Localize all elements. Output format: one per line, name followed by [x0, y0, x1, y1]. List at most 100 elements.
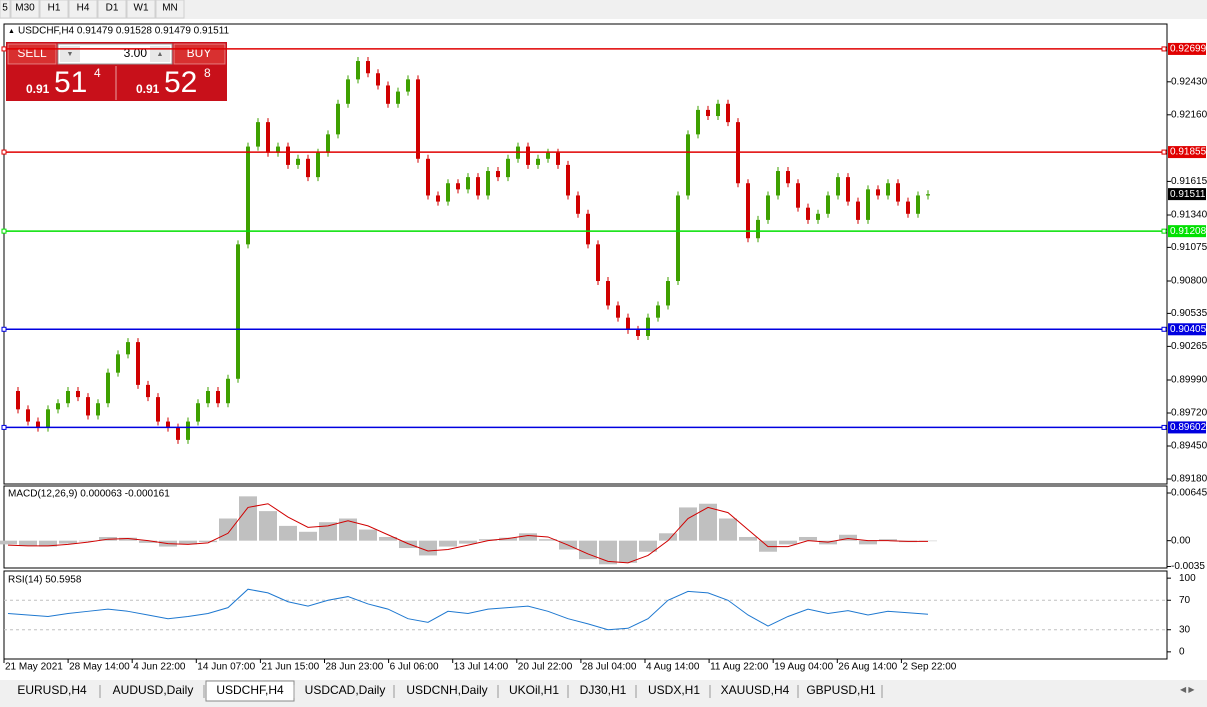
tab[interactable]: [500, 683, 568, 699]
bid-big[interactable]: 51: [54, 66, 87, 99]
tab[interactable]: [570, 683, 636, 699]
up-arrow[interactable]: ▲: [157, 51, 164, 58]
candle-body: [296, 158, 300, 165]
ask-big[interactable]: 52: [164, 66, 197, 99]
macd-label: MACD(12,26,9) 0.000063 -0.000161: [8, 489, 170, 500]
tab-label[interactable]: DJ30,H1: [580, 683, 627, 697]
timeframe-label[interactable]: M30: [15, 3, 35, 14]
tab[interactable]: [638, 683, 710, 699]
x-tick-label: 2 Sep 22:00: [902, 662, 956, 673]
timeframe-button[interactable]: [155, 0, 185, 19]
candle-body: [666, 281, 670, 306]
bid-prefix[interactable]: 0.91: [26, 82, 50, 96]
macd-bar: [739, 536, 757, 541]
candle-body: [236, 244, 240, 379]
level-handle[interactable]: [1161, 46, 1167, 52]
candle-body: [616, 305, 620, 318]
candle-body: [276, 146, 280, 153]
tab-label[interactable]: GBPUSD,H1: [806, 683, 876, 697]
level-handle[interactable]: [1, 228, 7, 234]
level-handle[interactable]: [1, 424, 7, 430]
tab-label[interactable]: USDCAD,Daily: [305, 683, 386, 697]
tab-label[interactable]: AUDUSD,Daily: [113, 683, 194, 697]
timeframe-button[interactable]: [39, 0, 69, 19]
y-tick-label: 0.90265: [1171, 341, 1207, 352]
timeframe-button[interactable]: [126, 0, 156, 19]
candle-body: [656, 305, 660, 318]
level-handle[interactable]: [1161, 424, 1167, 430]
rsi-tick-label: 100: [1179, 573, 1196, 584]
timeframe-button[interactable]: [68, 0, 98, 19]
level-handle[interactable]: [1161, 149, 1167, 155]
level-handle[interactable]: [1161, 228, 1167, 234]
y-tick-label: 0.89450: [1171, 441, 1207, 452]
level-handle[interactable]: [1, 326, 7, 332]
candle-body: [746, 183, 750, 239]
macd-tick-label: 0.006451: [1171, 488, 1207, 499]
candle-body: [626, 317, 630, 330]
level-handle[interactable]: [1, 46, 7, 52]
macd-bar: [0, 540, 17, 545]
timeframe-label[interactable]: W1: [134, 3, 149, 14]
down-arrow[interactable]: ▼: [67, 51, 74, 58]
ask-small[interactable]: 8: [204, 66, 211, 80]
tab-label[interactable]: UKOil,H1: [509, 683, 559, 697]
candle-body: [446, 183, 450, 202]
level-handle[interactable]: [1, 149, 7, 155]
y-tick-label: 0.92430: [1171, 76, 1207, 87]
tab-label[interactable]: USDCNH,Daily: [406, 683, 487, 697]
lots-up[interactable]: [150, 46, 170, 62]
macd-bar: [79, 540, 97, 542]
candle-body: [686, 134, 690, 196]
tab-scroll[interactable]: ◀ ▶: [1180, 685, 1195, 694]
x-tick-label: 4 Aug 14:00: [646, 662, 700, 673]
tab[interactable]: [800, 683, 882, 699]
lots-down[interactable]: [60, 46, 80, 62]
x-tick-label: 28 Jul 04:00: [582, 662, 637, 673]
candle-body: [476, 177, 480, 196]
tab-label[interactable]: USDX,H1: [648, 683, 700, 697]
candle-body: [766, 195, 770, 220]
timeframe-button[interactable]: [10, 0, 40, 19]
tab[interactable]: [102, 683, 204, 699]
tab[interactable]: [712, 683, 798, 699]
tab[interactable]: [296, 683, 394, 699]
candle-body: [246, 146, 250, 245]
tab[interactable]: [396, 683, 498, 699]
level-handle[interactable]: [1161, 326, 1167, 332]
macd-bar: [719, 518, 737, 541]
ask-prefix[interactable]: 0.91: [136, 82, 160, 96]
tab-label[interactable]: EURUSD,H4: [17, 683, 87, 697]
macd-bar: [279, 525, 297, 541]
candle-body: [846, 177, 850, 202]
timeframe-button[interactable]: [97, 0, 127, 19]
macd-bar: [499, 537, 517, 541]
tab-label[interactable]: USDCHF,H4: [216, 683, 284, 697]
candle-body: [426, 158, 430, 196]
timeframe-label[interactable]: H1: [48, 3, 61, 14]
bid-small[interactable]: 4: [94, 66, 101, 80]
timeframe-button[interactable]: [0, 0, 11, 19]
x-tick-label: 13 Jul 14:00: [454, 662, 509, 673]
candle-body: [786, 171, 790, 184]
tab-label[interactable]: XAUUSD,H4: [721, 683, 790, 697]
macd-bar: [659, 533, 677, 541]
candle-body: [696, 109, 700, 135]
tab[interactable]: [4, 683, 100, 699]
timeframe-label[interactable]: H4: [77, 3, 90, 14]
toolbar: [0, 0, 1207, 19]
timeframe-label[interactable]: 5: [2, 3, 8, 14]
candle-body: [606, 281, 610, 306]
candle-body: [586, 213, 590, 245]
x-tick-label: 26 Aug 14:00: [838, 662, 897, 673]
candle-body: [266, 122, 270, 153]
timeframe-label[interactable]: D1: [106, 3, 119, 14]
candle-body: [66, 390, 70, 404]
current-price-bg: [1168, 188, 1206, 201]
level-label: 0.89602: [1170, 422, 1207, 433]
macd-bar: [239, 496, 257, 541]
candle-body: [186, 421, 190, 440]
macd-bar: [479, 539, 497, 541]
timeframe-label[interactable]: MN: [162, 3, 178, 14]
